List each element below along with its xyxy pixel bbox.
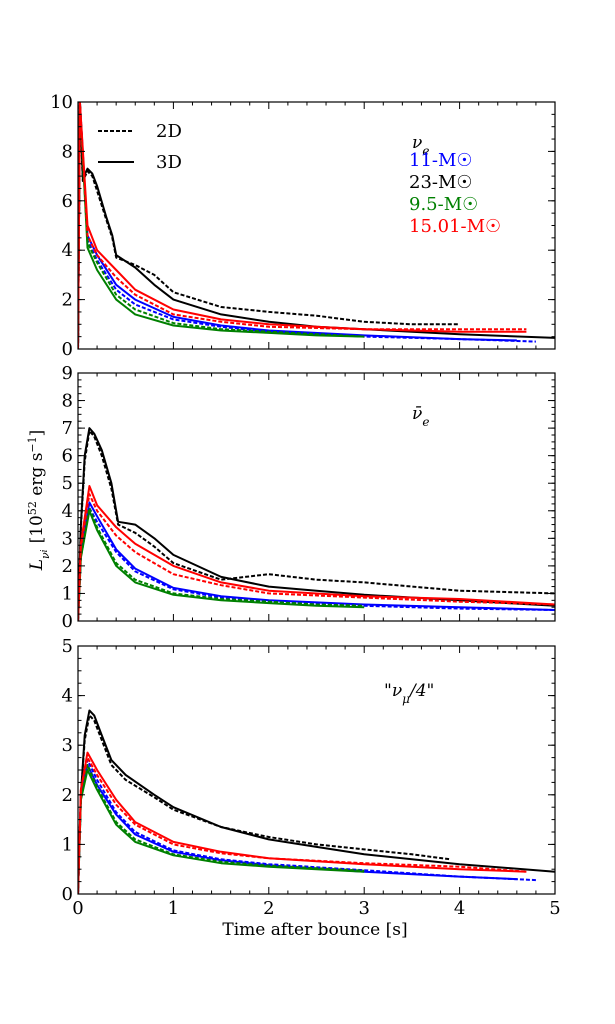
series-group [78,102,555,349]
legend-model-3: 15.01-M☉ [409,216,501,237]
series-23msun-2d [78,429,555,621]
y-tick-label: 6 [62,446,73,467]
y-tick-label: 3 [62,528,73,549]
y-tick-label: 8 [62,391,73,412]
legend-model-2: 9.5-M☉ [409,194,478,215]
x-tick-label: 2 [263,898,274,919]
y-tick-label: 4 [62,686,73,707]
y-tick-label: 5 [62,636,73,657]
y-tick-label: 2 [62,785,73,806]
series-23msun-2d [78,102,460,349]
legend-label-2d: 2D [156,121,182,142]
y-tick-label: 2 [62,290,73,311]
y-tick-label: 1 [62,834,73,855]
legend-label-3d: 3D [156,152,182,173]
y-tick-label: 0 [62,339,73,360]
y-tick-label: 0 [62,884,73,905]
series-15-01msun-2d [78,756,527,894]
series-11msun-3d [78,764,517,894]
axes-frame [77,645,556,895]
y-tick-label: 4 [62,501,73,522]
y-tick-label: 5 [62,473,73,494]
y-tick-label: 9 [62,363,73,384]
series-group [78,427,555,621]
panel-nu-e-bar: 0 1 2 3 4 5 6 7 8 9 ν̄e [62,363,556,632]
y-tick-label: 1 [62,583,73,604]
legend-models: 11-M☉23-M☉9.5-M☉15.01-M☉ [409,150,501,237]
series-15-01msun-2d [78,493,555,621]
series-15-01msun-3d [78,485,555,621]
series-9-5msun-2d [78,764,365,894]
series-23msun-3d [78,427,555,621]
x-tick-label: 0 [72,898,83,919]
y-tick-label: 2 [62,556,73,577]
x-tick-label: 1 [168,898,179,919]
flavor-annotation: ν̄e [412,404,429,429]
x-tick-label: 3 [358,898,369,919]
y-tick-label: 8 [62,141,73,162]
series-11msun-2d [78,507,555,621]
y-tick-label: 3 [62,735,73,756]
series-15-01msun-3d [78,751,527,894]
y-axis-label: Lνi[1052 erg s−1] [26,430,52,572]
series-9-5msun-3d [78,509,365,621]
x-axis-label: Time after bounce [s] [222,920,407,940]
series-9-5msun-3d [78,102,365,349]
x-tick-label: 5 [549,898,560,919]
x-tick-label: 4 [454,898,465,919]
y-tick-label: 7 [62,418,73,439]
series-23msun-2d [78,714,451,894]
y-tick-label: 6 [62,191,73,212]
series-group [78,709,555,894]
panel-nu-e: 0 2 4 6 8 10 νe [50,92,556,360]
legend-model-1: 23-M☉ [409,172,473,193]
y-tick-label: 0 [62,611,73,632]
panel-nu-mu: 0 1 2 3 4 5 0 1 2 3 4 5 "νμ/4" [62,636,561,919]
series-9-5msun-2d [78,507,365,621]
y-tick-label: 10 [50,92,73,113]
series-9-5msun-2d [78,102,365,349]
legend-model-0: 11-M☉ [409,150,473,171]
flavor-annotation: νe [412,133,429,158]
flavor-annotation: "νμ/4" [384,681,434,706]
y-tick-label: 4 [62,240,73,261]
series-9-5msun-3d [78,769,365,894]
axes-frame [77,372,556,622]
series-15-01msun-2d [78,102,527,349]
